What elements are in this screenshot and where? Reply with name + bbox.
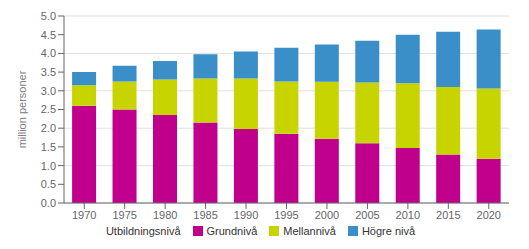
html-text:Mellannivå: Mellannivå: [283, 225, 336, 237]
svg-text:1975: 1975: [112, 209, 136, 221]
svg-text:1990: 1990: [234, 209, 258, 221]
svg-text:1985: 1985: [193, 209, 217, 221]
html-text:Utbildningsnivå: Utbildningsnivå: [105, 225, 181, 237]
html-text:Högre nivå: Högre nivå: [361, 225, 416, 237]
svg-text:2010: 2010: [396, 209, 420, 221]
svg-text:3.0: 3.0: [41, 85, 56, 97]
svg-text:2015: 2015: [436, 209, 460, 221]
svg-text:5.0: 5.0: [41, 10, 56, 22]
svg-text:1.5: 1.5: [41, 141, 56, 153]
svg-text:1970: 1970: [72, 209, 96, 221]
svg-text:million personer: million personer: [16, 70, 28, 148]
svg-text:2.0: 2.0: [41, 122, 56, 134]
svg-text:0.0: 0.0: [41, 197, 56, 209]
svg-text:2005: 2005: [355, 209, 379, 221]
svg-text:1995: 1995: [274, 209, 298, 221]
svg-text:3.5: 3.5: [41, 66, 56, 78]
svg-text:0.5: 0.5: [41, 178, 56, 190]
svg-text:1.0: 1.0: [41, 160, 56, 172]
svg-text:4.0: 4.0: [41, 47, 56, 59]
svg-text:4.5: 4.5: [41, 29, 56, 41]
svg-text:2.5: 2.5: [41, 103, 56, 115]
svg-text:2020: 2020: [477, 209, 501, 221]
svg-text:1980: 1980: [153, 209, 177, 221]
svg-text:2000: 2000: [315, 209, 339, 221]
html-text:Grundnivå: Grundnivå: [206, 225, 258, 237]
